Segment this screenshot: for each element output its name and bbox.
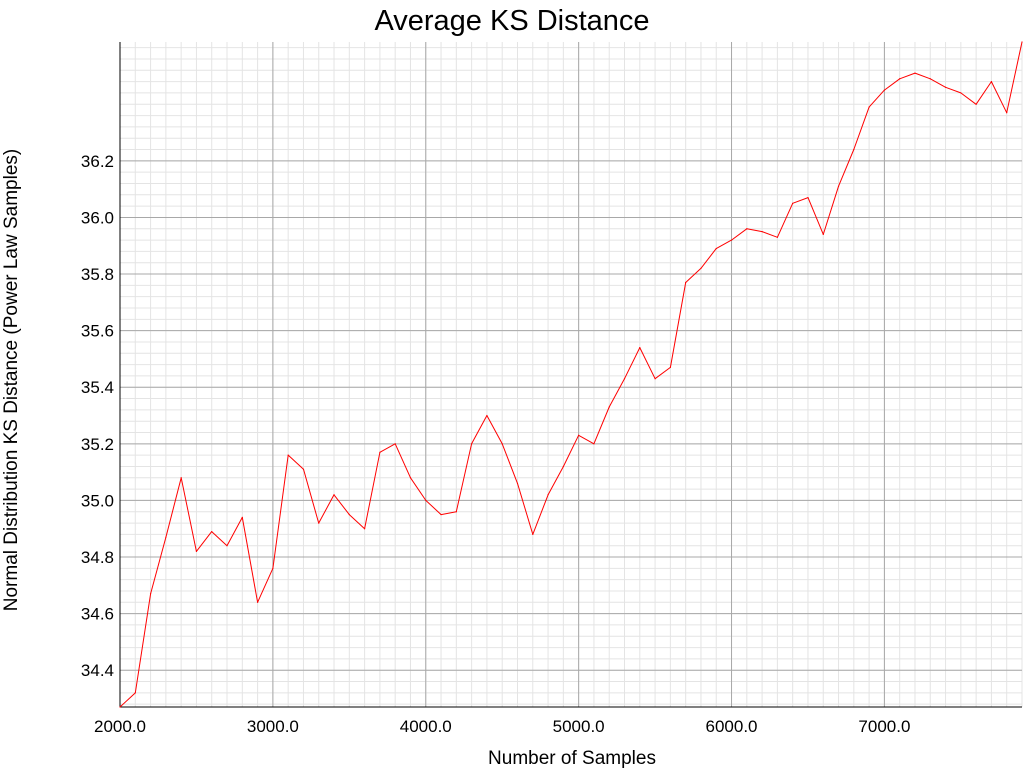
- y-tick-label: 34.6: [81, 605, 114, 624]
- data-point: [730, 239, 733, 241]
- data-point: [134, 692, 136, 694]
- data-point: [669, 366, 671, 369]
- x-axis-title: Number of Samples: [488, 748, 656, 768]
- data-point: [975, 103, 977, 105]
- data-point: [119, 706, 121, 708]
- data-point: [960, 92, 962, 94]
- x-tick-label: 3000.0: [247, 717, 299, 736]
- data-point: [654, 378, 656, 380]
- data-point: [272, 567, 274, 569]
- chart-title: Average KS Distance: [374, 5, 649, 37]
- y-axis-title: Normal Distribution KS Distance (Power L…: [1, 149, 22, 612]
- major-grid: [119, 42, 1022, 707]
- data-point: [149, 593, 152, 595]
- data-point: [379, 451, 381, 453]
- data-point: [1006, 112, 1008, 114]
- data-point: [486, 414, 488, 417]
- y-tick-label: 36.0: [81, 208, 114, 227]
- y-tick-label: 35.4: [81, 378, 114, 397]
- data-point: [471, 443, 473, 445]
- data-point: [333, 494, 335, 496]
- data-point: [715, 247, 717, 250]
- data-point: [899, 78, 901, 80]
- data-point: [700, 267, 702, 269]
- data-point: [180, 477, 182, 479]
- data-point: [593, 443, 595, 445]
- y-tick-label: 34.8: [81, 548, 114, 567]
- data-point: [501, 443, 503, 445]
- data-point: [532, 533, 534, 535]
- data-point: [455, 511, 457, 513]
- series-line: [119, 41, 1023, 708]
- data-point: [516, 482, 519, 485]
- data-point: [195, 550, 198, 552]
- data-point: [792, 202, 794, 204]
- data-point: [853, 148, 855, 151]
- data-point: [547, 494, 549, 496]
- y-tick-label: 36.2: [81, 152, 114, 171]
- data-point: [929, 78, 931, 80]
- data-point: [868, 106, 870, 108]
- data-point: [287, 454, 289, 456]
- data-point: [409, 477, 412, 479]
- data-point: [348, 513, 350, 516]
- data-point: [761, 230, 763, 233]
- data-point: [578, 434, 580, 436]
- x-tick-label: 7000.0: [858, 717, 910, 736]
- data-point: [883, 89, 886, 91]
- y-tick-label: 35.0: [81, 491, 114, 510]
- data-point: [394, 443, 396, 445]
- data-point: [440, 513, 442, 516]
- data-point: [608, 406, 610, 408]
- data-point: [746, 228, 748, 230]
- data-point: [364, 528, 366, 530]
- data-point: [944, 86, 947, 88]
- data-point: [226, 545, 228, 547]
- data-point: [1021, 41, 1023, 43]
- y-tick-labels: 34.4 34.6 34.8 35.0 35.2 35.4 35.6 35.8 36.0 36.2: [81, 152, 114, 680]
- y-tick-label: 35.8: [81, 265, 114, 284]
- x-tick-label: 4000.0: [400, 717, 452, 736]
- data-point: [241, 516, 243, 519]
- data-point: [685, 281, 687, 284]
- data-point: [639, 347, 641, 349]
- x-tick-label: 6000.0: [706, 717, 758, 736]
- data-point: [822, 233, 824, 236]
- data-point: [211, 530, 213, 533]
- data-point: [914, 72, 916, 74]
- series-layer: [119, 41, 1023, 708]
- data-point: [990, 81, 993, 83]
- data-point: [837, 185, 840, 187]
- data-point: [807, 197, 809, 199]
- data-point: [623, 378, 626, 380]
- x-tick-label: 2000.0: [94, 717, 146, 736]
- x-tick-labels: 2000.0 3000.0 4000.0 5000.0 6000.0 7000.0: [94, 717, 910, 736]
- axes: [119, 42, 1022, 708]
- data-point: [425, 499, 427, 502]
- y-tick-label: 35.2: [81, 435, 114, 454]
- data-point: [302, 468, 305, 470]
- data-point: [776, 236, 778, 238]
- data-point: [562, 465, 564, 468]
- y-tick-label: 35.6: [81, 322, 114, 341]
- x-tick-label: 5000.0: [553, 717, 605, 736]
- data-point: [165, 536, 167, 538]
- y-tick-label: 34.4: [81, 661, 114, 680]
- data-point: [318, 522, 320, 524]
- data-point: [256, 601, 259, 603]
- minor-grid: [119, 42, 1023, 707]
